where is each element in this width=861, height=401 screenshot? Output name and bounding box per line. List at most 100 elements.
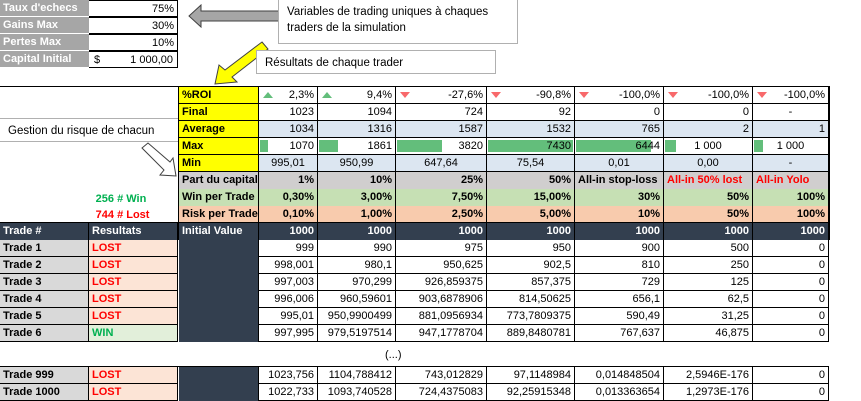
strategy-part-cell[interactable]: All-in stop-loss bbox=[575, 172, 664, 189]
trade-value[interactable]: 889,8480781 bbox=[487, 325, 575, 342]
strategy-win-cell[interactable]: 0,30% bbox=[259, 189, 318, 206]
trade-value[interactable]: 743,012829 bbox=[396, 367, 487, 384]
average-cell[interactable]: 1587 bbox=[396, 121, 487, 138]
strategy-part-cell[interactable]: All-in Yolo bbox=[753, 172, 829, 189]
trade-value[interactable]: 125 bbox=[664, 274, 753, 291]
trade-value[interactable]: 590,49 bbox=[575, 308, 664, 325]
strategy-part-cell[interactable]: 50% bbox=[487, 172, 575, 189]
trade-value[interactable]: 996,006 bbox=[259, 291, 318, 308]
max-cell[interactable]: 1 000 bbox=[664, 138, 753, 155]
trade-value[interactable]: 0 bbox=[753, 274, 829, 291]
roi-cell[interactable]: -100,0% bbox=[753, 87, 829, 104]
trade-value[interactable]: 0 bbox=[753, 257, 829, 274]
initial-value-cell[interactable]: 1000 bbox=[396, 223, 487, 240]
initial-value-cell[interactable]: 1000 bbox=[487, 223, 575, 240]
trade-value[interactable]: 0 bbox=[753, 240, 829, 257]
trade-value[interactable]: 1093,740528 bbox=[318, 384, 396, 401]
min-cell[interactable]: 0,00 bbox=[664, 155, 753, 172]
strategy-risk-cell[interactable]: 10% bbox=[575, 206, 664, 223]
final-cell[interactable]: - bbox=[753, 104, 829, 121]
strategy-risk-cell[interactable]: 2,50% bbox=[396, 206, 487, 223]
trade-value[interactable]: 998,001 bbox=[259, 257, 318, 274]
strategy-part-cell[interactable]: 25% bbox=[396, 172, 487, 189]
initial-value-cell[interactable]: 1000 bbox=[664, 223, 753, 240]
param-value-pertes[interactable]: 10% bbox=[89, 34, 178, 51]
trade-value[interactable]: 0 bbox=[753, 291, 829, 308]
trade-value[interactable]: 1104,788412 bbox=[318, 367, 396, 384]
final-cell[interactable]: 92 bbox=[487, 104, 575, 121]
max-cell[interactable]: 1070 bbox=[259, 138, 318, 155]
trade-value[interactable]: 902,5 bbox=[487, 257, 575, 274]
strategy-risk-cell[interactable]: 50% bbox=[664, 206, 753, 223]
roi-cell[interactable]: -90,8% bbox=[487, 87, 575, 104]
trade-value[interactable]: 950 bbox=[487, 240, 575, 257]
trade-value[interactable]: 767,637 bbox=[575, 325, 664, 342]
initial-value-cell[interactable]: 1000 bbox=[753, 223, 829, 240]
strategy-risk-cell[interactable]: 0,10% bbox=[259, 206, 318, 223]
min-cell[interactable]: 0,01 bbox=[575, 155, 664, 172]
trade-value[interactable]: 1022,733 bbox=[259, 384, 318, 401]
trade-value[interactable]: 810 bbox=[575, 257, 664, 274]
strategy-win-cell[interactable]: 7,50% bbox=[396, 189, 487, 206]
trade-value[interactable]: 979,5197514 bbox=[318, 325, 396, 342]
roi-cell[interactable]: -100,0% bbox=[664, 87, 753, 104]
strategy-win-cell[interactable]: 100% bbox=[753, 189, 829, 206]
trade-value[interactable]: 926,859375 bbox=[396, 274, 487, 291]
trade-value[interactable]: 1,2973E-176 bbox=[664, 384, 753, 401]
trade-value[interactable]: 997,995 bbox=[259, 325, 318, 342]
trade-value[interactable]: 31,25 bbox=[664, 308, 753, 325]
trade-value[interactable]: 0 bbox=[753, 308, 829, 325]
trade-value[interactable]: 0 bbox=[753, 367, 829, 384]
min-cell[interactable]: 995,01 bbox=[259, 155, 318, 172]
trade-value[interactable]: 881,0956934 bbox=[396, 308, 487, 325]
trade-value[interactable]: 950,625 bbox=[396, 257, 487, 274]
trade-value[interactable]: 773,7809375 bbox=[487, 308, 575, 325]
trade-value[interactable]: 814,50625 bbox=[487, 291, 575, 308]
trade-value[interactable]: 997,003 bbox=[259, 274, 318, 291]
trade-value[interactable]: 729 bbox=[575, 274, 664, 291]
initial-value-cell[interactable]: 1000 bbox=[259, 223, 318, 240]
strategy-part-cell[interactable]: 10% bbox=[318, 172, 396, 189]
max-cell[interactable]: 1861 bbox=[318, 138, 396, 155]
trade-value[interactable]: 92,25915348 bbox=[487, 384, 575, 401]
trade-value[interactable]: 947,1778704 bbox=[396, 325, 487, 342]
trade-value[interactable]: 2,5946E-176 bbox=[664, 367, 753, 384]
trade-value[interactable]: 0 bbox=[753, 384, 829, 401]
trade-value[interactable]: 0 bbox=[753, 325, 829, 342]
min-cell[interactable]: 75,54 bbox=[487, 155, 575, 172]
trade-value[interactable]: 1023,756 bbox=[259, 367, 318, 384]
roi-cell[interactable]: -27,6% bbox=[396, 87, 487, 104]
param-value-capital[interactable]: $ 1 000,00 bbox=[89, 51, 178, 68]
strategy-risk-cell[interactable]: 5,00% bbox=[487, 206, 575, 223]
max-cell[interactable]: 1 000 bbox=[753, 138, 829, 155]
trade-value[interactable]: 960,59601 bbox=[318, 291, 396, 308]
trade-value[interactable]: 903,6878906 bbox=[396, 291, 487, 308]
strategy-risk-cell[interactable]: 100% bbox=[753, 206, 829, 223]
trade-value[interactable]: 46,875 bbox=[664, 325, 753, 342]
trade-value[interactable]: 900 bbox=[575, 240, 664, 257]
min-cell[interactable]: 950,99 bbox=[318, 155, 396, 172]
average-cell[interactable]: 1 bbox=[753, 121, 829, 138]
trade-value[interactable]: 975 bbox=[396, 240, 487, 257]
trade-value[interactable]: 950,9900499 bbox=[318, 308, 396, 325]
trade-value[interactable]: 980,1 bbox=[318, 257, 396, 274]
trade-value[interactable]: 97,1148984 bbox=[487, 367, 575, 384]
trade-value[interactable]: 0,014848504 bbox=[575, 367, 664, 384]
trade-value[interactable]: 656,1 bbox=[575, 291, 664, 308]
average-cell[interactable]: 1532 bbox=[487, 121, 575, 138]
strategy-part-cell[interactable]: All-in 50% lost bbox=[664, 172, 753, 189]
trade-value[interactable]: 990 bbox=[318, 240, 396, 257]
final-cell[interactable]: 724 bbox=[396, 104, 487, 121]
strategy-win-cell[interactable]: 15,00% bbox=[487, 189, 575, 206]
initial-value-cell[interactable]: 1000 bbox=[575, 223, 664, 240]
trade-value[interactable]: 995,01 bbox=[259, 308, 318, 325]
strategy-risk-cell[interactable]: 1,00% bbox=[318, 206, 396, 223]
trade-value[interactable]: 970,299 bbox=[318, 274, 396, 291]
trade-value[interactable]: 500 bbox=[664, 240, 753, 257]
max-cell[interactable]: 3820 bbox=[396, 138, 487, 155]
final-cell[interactable]: 0 bbox=[575, 104, 664, 121]
final-cell[interactable]: 1094 bbox=[318, 104, 396, 121]
roi-cell[interactable]: -100,0% bbox=[575, 87, 664, 104]
trade-value[interactable]: 724,4375083 bbox=[396, 384, 487, 401]
average-cell[interactable]: 1034 bbox=[259, 121, 318, 138]
